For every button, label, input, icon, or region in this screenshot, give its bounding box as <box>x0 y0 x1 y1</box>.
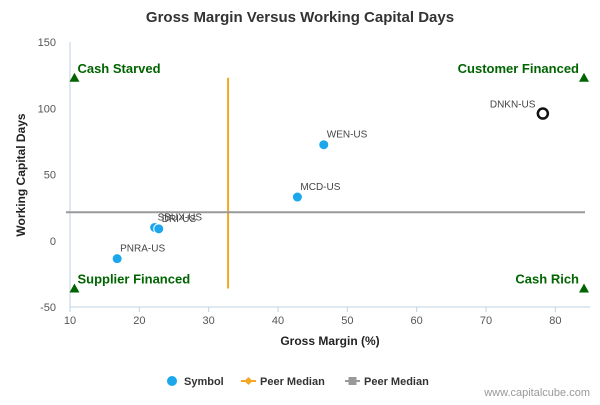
data-label: PNRA-US <box>120 244 165 255</box>
quadrant-marker-supplier-financed <box>69 283 80 293</box>
x-tick-label: 70 <box>480 315 492 327</box>
legend-label: Peer Median <box>260 376 325 388</box>
data-point <box>536 107 550 120</box>
y-tick-label: -50 <box>40 302 56 314</box>
legend-marker <box>348 377 357 385</box>
legend-label: Peer Median <box>364 376 429 388</box>
legend-marker <box>244 377 253 385</box>
x-tick-label: 50 <box>341 315 353 327</box>
x-tick-label: 80 <box>549 315 561 327</box>
x-tick-label: 40 <box>272 315 284 327</box>
quadrant-label-supplier-financed: Supplier Financed <box>77 271 190 286</box>
legend-marker <box>167 376 177 386</box>
data-point <box>291 191 303 203</box>
x-tick-label: 30 <box>203 315 215 327</box>
data-label: SBUX-US <box>158 213 203 224</box>
quadrant-label-customer-financed: Customer Financed <box>458 61 579 76</box>
quadrant-marker-customer-financed <box>579 72 589 82</box>
quadrant-marker-cash-starved <box>69 72 80 82</box>
legend-label: Symbol <box>184 376 224 388</box>
data-label: DNKN-US <box>490 100 536 111</box>
legend: Symbol Peer Median Peer Median <box>167 376 429 388</box>
x-tick-label: 10 <box>64 315 76 327</box>
y-tick-label: 150 <box>38 37 56 49</box>
data-point <box>153 223 165 235</box>
plot-area: 10 20 30 40 50 60 70 80 -50 0 50 100 150 Cash Starved… <box>38 37 590 327</box>
quadrant-marker-cash-rich <box>579 283 589 293</box>
data-label: MCD-US <box>300 182 340 193</box>
data-point <box>318 139 330 151</box>
x-tick-label: 20 <box>133 315 145 327</box>
x-tick-label: 60 <box>411 315 423 327</box>
quadrant-label-cash-rich: Cash Rich <box>515 271 579 286</box>
quadrant-label-cash-starved: Cash Starved <box>77 61 160 76</box>
chart-title: Gross Margin Versus Working Capital Days <box>146 9 454 26</box>
data-label: WEN-US <box>327 130 368 141</box>
y-tick-label: 100 <box>38 103 56 115</box>
y-tick-label: 0 <box>50 236 56 248</box>
credit-text: www.capitalcube.com <box>483 387 590 399</box>
y-tick-label: 50 <box>44 170 56 182</box>
x-axis-title: Gross Margin (%) <box>280 334 379 348</box>
data-label: DRI-US <box>162 214 197 225</box>
y-axis-title: Working Capital Days <box>14 113 28 236</box>
data-point <box>111 253 123 265</box>
